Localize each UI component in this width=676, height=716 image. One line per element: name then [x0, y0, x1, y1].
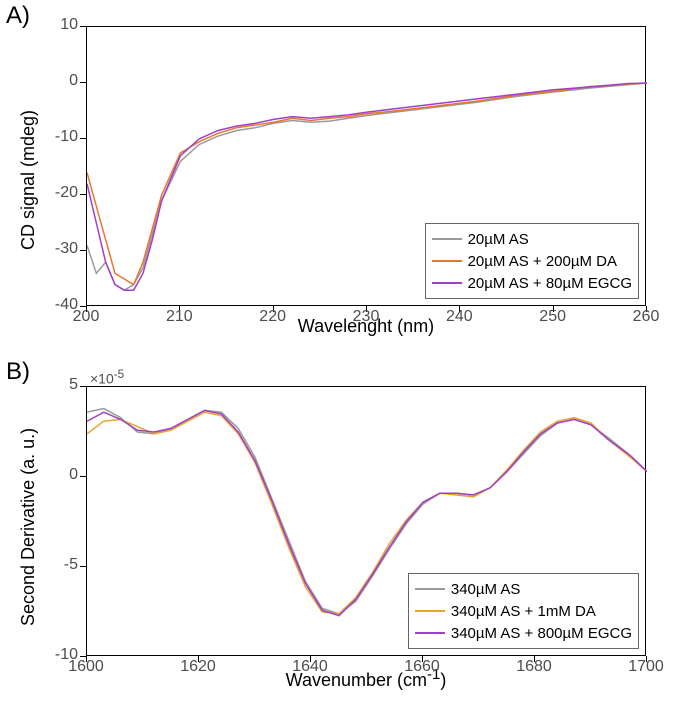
legend-text: 20µM AS: [468, 231, 529, 248]
legend-text: 20µM AS + 200µM DA: [468, 253, 617, 270]
ytick-mark: [80, 306, 86, 307]
legend-swatch: [432, 282, 462, 284]
ytick-mark: [80, 476, 86, 477]
ytick-mark: [80, 138, 86, 139]
ytick-mark: [80, 386, 86, 387]
chart-b-ylabel: Second Derivative (a. u.): [18, 428, 39, 626]
xtick-label: 1620: [178, 658, 218, 676]
ytick-label: 0: [40, 466, 78, 484]
legend-swatch: [415, 588, 445, 590]
ytick-label: -10: [40, 646, 78, 664]
legend-row: 20µM AS + 80µM EGCG: [432, 272, 632, 294]
xtick-label: 240: [439, 308, 479, 326]
ytick-label: 5: [40, 376, 78, 394]
legend-swatch: [415, 610, 445, 612]
legend-row: 340µM AS + 1mM DA: [415, 600, 632, 622]
legend-row: 20µM AS: [432, 228, 632, 250]
ytick-mark: [80, 194, 86, 195]
ytick-mark: [80, 656, 86, 657]
panel-a-label: A): [6, 2, 30, 30]
ytick-mark: [80, 566, 86, 567]
ytick-label: -40: [40, 296, 78, 314]
legend-b: 340µM AS 340µM AS + 1mM DA 340µM AS + 800µ…: [408, 573, 639, 649]
legend-swatch: [432, 260, 462, 262]
xtick-label: 210: [159, 308, 199, 326]
xtick-label: 220: [253, 308, 293, 326]
legend-text: 340µM AS + 1mM DA: [451, 603, 596, 620]
chart-b: 340µM AS 340µM AS + 1mM DA 340µM AS + 800µ…: [86, 386, 646, 656]
ytick-label: -30: [40, 240, 78, 258]
legend-a: 20µM AS 20µM AS + 200µM DA 20µM AS + 80µM …: [425, 223, 639, 299]
chart-b-exponent: ×10-5: [90, 368, 124, 387]
xtick-label: 1680: [514, 658, 554, 676]
legend-text: 340µM AS + 800µM EGCG: [451, 625, 632, 642]
xtick-label: 230: [346, 308, 386, 326]
ytick-label: -20: [40, 184, 78, 202]
legend-row: 340µM AS: [415, 578, 632, 600]
legend-row: 340µM AS + 800µM EGCG: [415, 622, 632, 644]
xtick-label: 1700: [626, 658, 666, 676]
chart-a-ylabel: CD signal (mdeg): [18, 110, 39, 250]
ytick-label: 10: [40, 16, 78, 34]
xtick-label: 1660: [402, 658, 442, 676]
legend-swatch: [415, 632, 445, 634]
chart-a: 20µM AS 20µM AS + 200µM DA 20µM AS + 80µM …: [86, 26, 646, 306]
legend-swatch: [432, 238, 462, 240]
legend-row: 20µM AS + 200µM DA: [432, 250, 632, 272]
chart-b-xlabel: Wavenumber (cm-1): [86, 666, 646, 691]
ytick-label: -10: [40, 128, 78, 146]
xtick-label: 1640: [290, 658, 330, 676]
ytick-label: 0: [40, 72, 78, 90]
xtick-label: 260: [626, 308, 666, 326]
ytick-mark: [80, 82, 86, 83]
ytick-mark: [80, 250, 86, 251]
xtick-label: 250: [533, 308, 573, 326]
ytick-label: -5: [40, 556, 78, 574]
legend-text: 340µM AS: [451, 581, 521, 598]
panel-b-label: B): [6, 358, 30, 386]
ytick-mark: [80, 26, 86, 27]
legend-text: 20µM AS + 80µM EGCG: [468, 275, 632, 292]
